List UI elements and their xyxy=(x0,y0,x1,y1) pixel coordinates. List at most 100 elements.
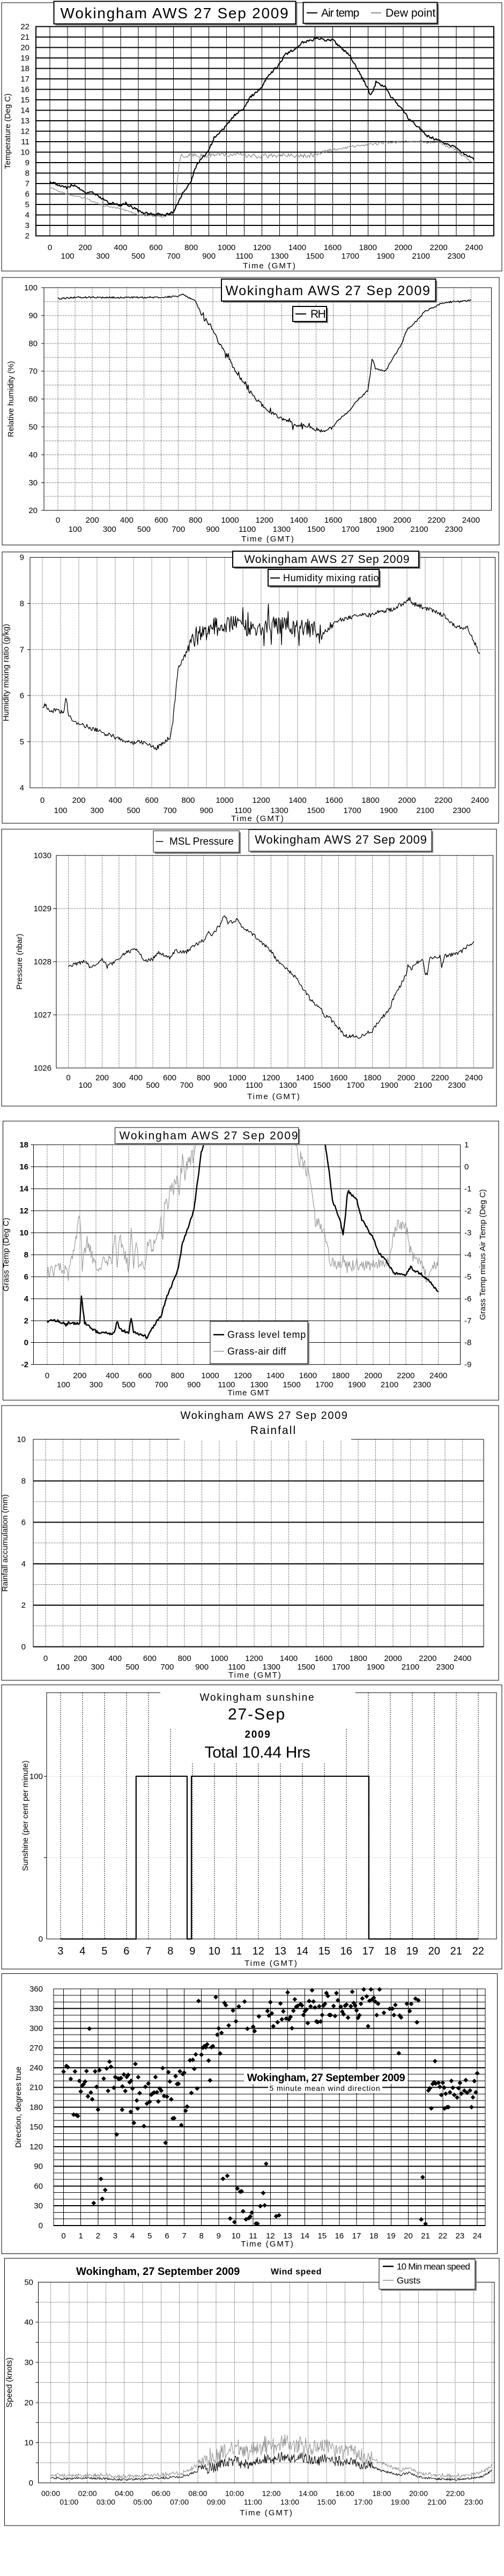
svg-text:700: 700 xyxy=(167,252,180,261)
svg-text:5: 5 xyxy=(25,200,29,209)
svg-text:30: 30 xyxy=(24,2358,33,2367)
svg-text:1700: 1700 xyxy=(342,525,359,534)
svg-text:300: 300 xyxy=(90,806,103,815)
svg-text:1028: 1028 xyxy=(34,957,51,967)
svg-text:1300: 1300 xyxy=(279,1081,297,1090)
svg-text:10: 10 xyxy=(232,2231,241,2241)
svg-text:Rainfall: Rainfall xyxy=(250,1424,297,1437)
svg-text:MSL Pressure: MSL Pressure xyxy=(169,836,234,847)
svg-text:1027: 1027 xyxy=(34,1011,51,1020)
svg-text:4: 4 xyxy=(24,1294,29,1304)
svg-text:2400: 2400 xyxy=(462,516,480,525)
svg-text:500: 500 xyxy=(137,525,151,534)
svg-text:-8: -8 xyxy=(464,1338,471,1348)
svg-text:Relative humidity (%): Relative humidity (%) xyxy=(6,361,16,437)
svg-text:700: 700 xyxy=(172,525,185,534)
svg-text:Wokingham, 27 September 2009: Wokingham, 27 September 2009 xyxy=(247,2072,405,2084)
svg-text:11: 11 xyxy=(231,1945,242,1957)
svg-text:1000: 1000 xyxy=(218,243,235,252)
svg-text:200: 200 xyxy=(78,243,92,252)
svg-text:800: 800 xyxy=(171,1371,184,1380)
svg-text:100: 100 xyxy=(78,1081,92,1090)
svg-text:100: 100 xyxy=(57,1380,70,1389)
svg-text:5 minute mean wind direction: 5 minute mean wind direction xyxy=(269,2084,380,2092)
svg-text:8: 8 xyxy=(25,169,29,178)
svg-text:0: 0 xyxy=(43,1654,48,1663)
svg-text:50: 50 xyxy=(24,2278,33,2287)
svg-text:Rainfall accumulation (mm): Rainfall accumulation (mm) xyxy=(1,1494,10,1592)
svg-text:500: 500 xyxy=(122,1380,135,1389)
svg-text:1100: 1100 xyxy=(218,1380,235,1389)
svg-text:900: 900 xyxy=(213,1081,227,1090)
svg-text:27-Sep: 27-Sep xyxy=(228,1706,286,1723)
svg-text:330: 330 xyxy=(29,2004,43,2014)
svg-text:1500: 1500 xyxy=(307,525,325,534)
svg-text:270: 270 xyxy=(29,2044,43,2053)
svg-text:1200: 1200 xyxy=(256,516,273,525)
svg-text:2300: 2300 xyxy=(447,252,465,261)
svg-text:-9: -9 xyxy=(464,1360,471,1370)
svg-text:1000: 1000 xyxy=(210,1654,228,1663)
svg-text:Time GMT: Time GMT xyxy=(227,1388,270,1397)
svg-text:18:00: 18:00 xyxy=(372,2489,391,2498)
svg-text:02:00: 02:00 xyxy=(78,2489,97,2498)
svg-text:0: 0 xyxy=(21,1642,26,1651)
svg-text:40: 40 xyxy=(24,2318,33,2327)
svg-text:Wokingham AWS 27 Sep 2009: Wokingham AWS 27 Sep 2009 xyxy=(225,283,431,298)
svg-text:15: 15 xyxy=(20,96,29,105)
svg-text:13: 13 xyxy=(20,116,29,126)
svg-text:22:00: 22:00 xyxy=(446,2489,465,2498)
svg-text:3: 3 xyxy=(113,2231,117,2241)
svg-text:10: 10 xyxy=(24,2439,33,2448)
svg-text:200: 200 xyxy=(73,1654,87,1663)
svg-text:16: 16 xyxy=(20,85,29,94)
svg-text:14:00: 14:00 xyxy=(299,2489,317,2498)
svg-text:2100: 2100 xyxy=(414,1081,432,1090)
svg-text:1100: 1100 xyxy=(239,525,256,534)
svg-text:30: 30 xyxy=(34,2201,43,2211)
svg-text:1500: 1500 xyxy=(307,806,324,815)
svg-text:15: 15 xyxy=(317,2231,327,2241)
svg-text:06:00: 06:00 xyxy=(152,2489,171,2498)
svg-text:Wokingham, 27 September 2009: Wokingham, 27 September 2009 xyxy=(76,2266,240,2278)
svg-text:6: 6 xyxy=(24,1272,28,1282)
svg-text:21: 21 xyxy=(450,1945,462,1957)
svg-text:1600: 1600 xyxy=(324,243,342,252)
svg-text:240: 240 xyxy=(29,2063,43,2073)
svg-text:17:00: 17:00 xyxy=(354,2498,373,2506)
svg-text:2100: 2100 xyxy=(416,806,434,815)
svg-text:1100: 1100 xyxy=(228,1663,245,1672)
svg-text:2000: 2000 xyxy=(397,1073,415,1082)
svg-text:Wokingham AWS 27 Sep 2009: Wokingham AWS 27 Sep 2009 xyxy=(244,553,410,566)
svg-text:01:00: 01:00 xyxy=(60,2498,78,2506)
svg-text:12: 12 xyxy=(20,127,29,136)
svg-text:1800: 1800 xyxy=(350,1654,367,1663)
svg-text:210: 210 xyxy=(29,2083,43,2092)
svg-text:400: 400 xyxy=(106,1371,119,1380)
svg-text:300: 300 xyxy=(112,1081,125,1090)
svg-text:4: 4 xyxy=(130,2231,135,2241)
svg-text:11:00: 11:00 xyxy=(244,2498,262,2506)
svg-text:Total 10.44 Hrs: Total 10.44 Hrs xyxy=(205,1744,310,1761)
svg-text:Dew point: Dew point xyxy=(386,7,436,19)
svg-text:1026: 1026 xyxy=(34,1064,51,1073)
svg-text:400: 400 xyxy=(129,1073,143,1082)
svg-text:Time (GMT): Time (GMT) xyxy=(244,1959,298,1968)
svg-text:2400: 2400 xyxy=(465,243,483,252)
svg-text:2000: 2000 xyxy=(364,1371,382,1380)
svg-text:0: 0 xyxy=(24,1338,28,1348)
svg-text:Wokingham AWS 27 Sep 2009: Wokingham AWS 27 Sep 2009 xyxy=(181,1410,349,1422)
svg-text:04:00: 04:00 xyxy=(115,2489,134,2498)
svg-text:10: 10 xyxy=(19,1228,28,1238)
svg-text:200: 200 xyxy=(86,516,99,525)
svg-text:0: 0 xyxy=(29,2478,33,2487)
svg-text:14: 14 xyxy=(19,1184,28,1194)
svg-text:19: 19 xyxy=(406,1945,418,1957)
svg-text:900: 900 xyxy=(199,806,213,815)
svg-text:100: 100 xyxy=(69,525,82,534)
svg-text:08:00: 08:00 xyxy=(188,2489,207,2498)
svg-text:0: 0 xyxy=(45,1371,49,1380)
svg-text:1100: 1100 xyxy=(246,1081,263,1090)
svg-text:21: 21 xyxy=(20,33,29,42)
svg-text:800: 800 xyxy=(189,516,202,525)
